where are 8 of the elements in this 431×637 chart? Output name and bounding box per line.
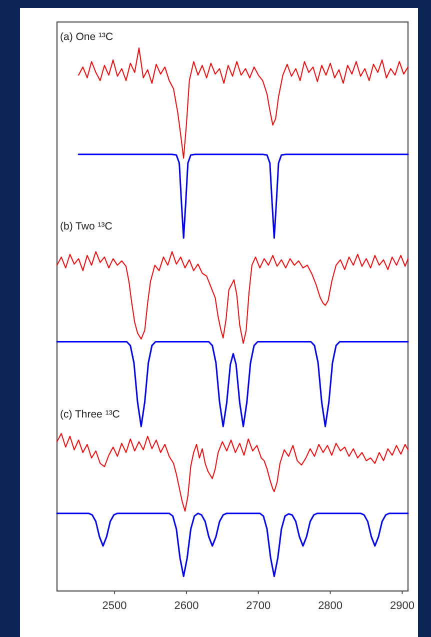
x-tick-label: 2500 [102,600,127,612]
x-tick-label: 2700 [246,600,271,612]
annotation: (b) Two ¹³C [60,220,113,233]
x-tick-label: 2900 [390,600,414,612]
text: (a) One ¹³C [60,31,114,43]
annotation: (c) Three ¹³C [60,408,120,421]
x-tick-label: 2600 [174,600,199,612]
x-tick-label: 2800 [318,600,343,612]
